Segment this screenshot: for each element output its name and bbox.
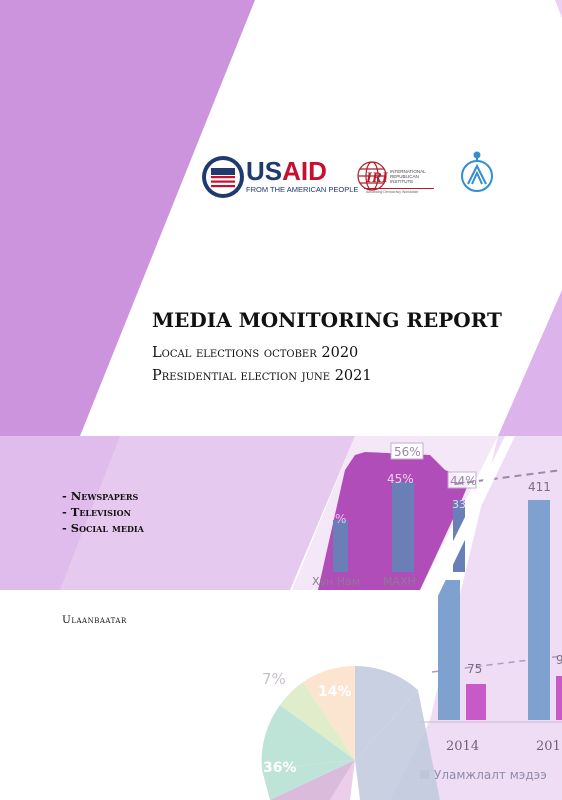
report-subtitle-presidential-election: Presidential election june 2021	[152, 368, 372, 384]
pie-slice	[270, 760, 355, 800]
pie-slice	[262, 760, 355, 800]
usaid-wordmark-aid: AID	[282, 156, 327, 186]
media-item-social-media: - Social media	[62, 521, 144, 535]
year-chart-bar	[438, 580, 460, 720]
bar-chart-percent-label: 45%	[387, 472, 414, 486]
top-left-purple-shape	[0, 0, 255, 436]
bar-chart-percent-label: 44%	[450, 474, 477, 488]
iri-wordmark: IRI	[366, 170, 388, 186]
pie-slice	[261, 705, 355, 770]
iri-logo: IRI INTERNATIONAL REPUBLICAN INSTITUTE A…	[360, 152, 440, 202]
right-purple-band	[498, 290, 562, 436]
usaid-seal	[202, 156, 244, 198]
iri-rule	[364, 188, 434, 189]
year-chart-bar	[528, 500, 550, 720]
partner-logos: USAID FROM THE AMERICAN PEOPLE IRI INTER…	[200, 152, 520, 202]
year-chart-value-label: 411	[528, 480, 551, 494]
bar-chart-bar	[392, 482, 414, 572]
middle-band-fade	[0, 436, 120, 590]
report-subtitle-local-elections: Local elections october 2020	[152, 345, 359, 361]
pie-chart-fragment	[261, 665, 440, 800]
pie-slice	[280, 682, 355, 760]
bar-chart-category-label: Хүн Нам	[312, 575, 360, 588]
media-type-list: - Newspapers - Television - Social media	[62, 488, 144, 536]
year-chart-legend-text: Уламжлалт мэдээ	[434, 768, 547, 782]
iri-subtitle: INTERNATIONAL REPUBLICAN INSTITUTE	[390, 169, 426, 184]
bar-chart-category-label: МАХН	[383, 575, 416, 588]
media-item-newspapers: - Newspapers	[62, 489, 139, 503]
year-chart-bar	[466, 684, 486, 720]
iri-tagline: Advancing Democracy Worldwide	[366, 190, 419, 194]
usaid-wordmark-us: US	[246, 156, 283, 186]
usaid-tagline: FROM THE AMERICAN PEOPLE	[246, 185, 359, 194]
pie-slice	[303, 666, 355, 760]
usaid-wordmark: USAID	[246, 156, 327, 187]
pie-slice	[355, 690, 440, 800]
bar-chart-bar	[333, 520, 348, 572]
iri-globe	[357, 161, 387, 191]
year-chart-value-label: 75	[467, 662, 482, 676]
year-chart-value-label: 9	[556, 653, 562, 667]
report-title: MEDIA MONITORING REPORT	[152, 308, 502, 332]
bar-chart-percent-label: 56%	[394, 445, 421, 459]
pie-slice-label: 7%	[262, 670, 286, 688]
bar-chart-percent-label: 33	[452, 498, 466, 511]
pie-slice-label: 36%	[263, 760, 297, 776]
bar-chart-label-box	[390, 442, 424, 460]
top-right-lilac-shape	[555, 0, 562, 18]
election-emblem	[461, 151, 493, 192]
divider-white	[424, 436, 515, 600]
pie-slice-label: 14%	[318, 684, 352, 700]
year-chart-year-label: 2014	[446, 739, 479, 754]
year-chart-bar	[556, 676, 562, 720]
pie-slice	[330, 760, 355, 800]
pie-slice	[355, 665, 418, 760]
bar-chart-percent-label: %	[335, 512, 346, 526]
media-item-television: - Television	[62, 505, 131, 519]
year-chart-trend	[454, 469, 562, 485]
year-chart-year-label: 201	[536, 739, 561, 754]
publication-city: Ulaanbaatar	[62, 614, 127, 626]
year-chart-fragment-bg	[390, 436, 562, 800]
